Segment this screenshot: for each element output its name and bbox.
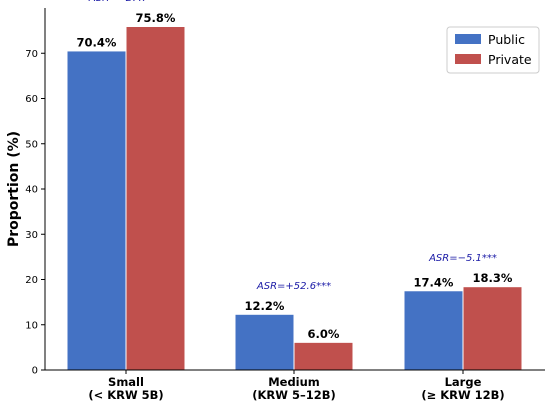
value-labels: 70.4% 12.2% 17.4% 75.8% 6.0% 18.3% xyxy=(77,11,513,341)
asr-annotation: ASR=+52.6*** xyxy=(256,281,331,292)
y-tick-label: 50 xyxy=(25,139,38,150)
legend: Public Private xyxy=(446,26,540,74)
x-tick-label: (≥ KRW 12B) xyxy=(421,388,504,402)
y-tick-label: 20 xyxy=(25,275,38,286)
bar-public-2 xyxy=(404,291,463,370)
bar-value-label: 18.3% xyxy=(473,271,513,285)
bar-public-0 xyxy=(67,51,126,370)
y-tick-label: 40 xyxy=(25,185,38,196)
x-tick-label: Medium xyxy=(268,375,320,389)
bar-value-label: 75.8% xyxy=(136,11,176,25)
bar-private-1 xyxy=(294,342,353,370)
bar-value-label: 6.0% xyxy=(308,327,340,341)
bar-value-label: 70.4% xyxy=(77,35,117,49)
bar-value-label: 17.4% xyxy=(414,275,454,289)
bars xyxy=(67,27,522,370)
legend-swatch-private xyxy=(455,54,481,64)
bar-private-2 xyxy=(463,287,522,370)
x-tick-label: Large xyxy=(445,375,482,389)
y-tick-label: 10 xyxy=(25,320,38,331)
legend-label-public: Public xyxy=(488,32,525,47)
x-tick-label: (KRW 5–12B) xyxy=(252,388,336,402)
y-tick-label: 0 xyxy=(32,366,38,377)
y-axis-ticks: 0 10 20 30 40 50 60 70 xyxy=(25,49,45,377)
legend-label-private: Private xyxy=(488,52,532,67)
bar-public-1 xyxy=(235,314,294,370)
bar-value-label: 12.2% xyxy=(245,299,285,313)
y-axis-label: Proportion (%) xyxy=(6,131,22,247)
bar-private-0 xyxy=(126,27,185,370)
x-axis-labels: Small(< KRW 5B) Medium(KRW 5–12B) Large(≥ … xyxy=(88,370,505,402)
x-tick-label: (< KRW 5B) xyxy=(88,388,163,402)
legend-swatch-public xyxy=(455,34,481,44)
asr-annotation: ASR=−27.7*** xyxy=(88,0,163,4)
y-tick-label: 70 xyxy=(25,49,38,60)
x-tick-label: Small xyxy=(108,375,144,389)
y-tick-label: 60 xyxy=(25,94,38,105)
significance-annotations: ASR=−27.7*** ASR=+52.6*** ASR=−5.1*** xyxy=(88,0,497,292)
y-tick-label: 30 xyxy=(25,230,38,241)
asr-annotation: ASR=−5.1*** xyxy=(428,253,497,264)
